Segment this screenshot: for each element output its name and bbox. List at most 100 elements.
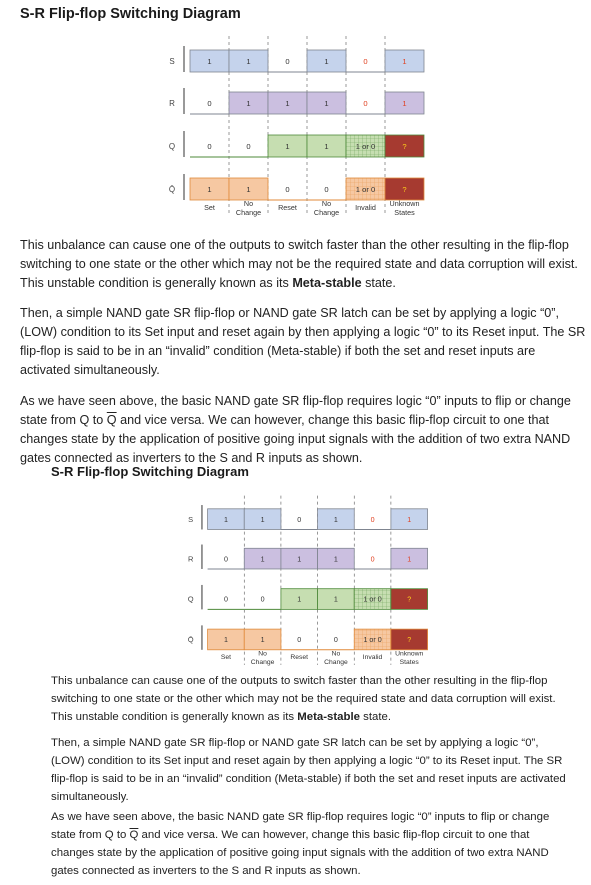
column-label: Set — [204, 203, 215, 212]
signal-value: 1 — [297, 555, 301, 563]
meta-stable-term: Meta-stable — [297, 711, 360, 723]
column-label: Change — [324, 659, 348, 666]
signal-cell-high — [317, 547, 355, 570]
signal-value: 1 or 0 — [356, 142, 375, 151]
signal-cell-high — [243, 628, 282, 651]
signal-cell-high — [384, 177, 425, 201]
signal-value: 0 — [285, 57, 289, 66]
signal-value: 0 — [363, 57, 367, 66]
section-title: S-R Flip-flop Switching Diagram — [51, 464, 249, 479]
switching-diagram: S 1 1 0 1 0 1 R 0 1 1 1 0 1 Q 0 0 1 1 1 or 0 ? Q̄ 1 1 0 0 1 or 0 ? S… — [188, 495, 428, 666]
paragraph-meta-stable: This unbalance can cause one of the outp… — [20, 238, 578, 290]
column-label: States — [394, 208, 415, 217]
signal-cell-high — [384, 134, 425, 158]
signal-value: 1 — [324, 57, 328, 66]
signal-value: 1 — [407, 555, 411, 563]
signal-value: 1 — [297, 596, 301, 604]
signal-value: 1 — [246, 57, 250, 66]
signal-label: Q̄ — [188, 635, 194, 644]
signal-value: 1 — [402, 99, 406, 108]
signal-value: 0 — [363, 99, 367, 108]
signal-value: 1 — [261, 555, 265, 563]
signal-value: 1 — [285, 142, 289, 151]
signal-cell-high — [384, 49, 425, 73]
signal-label: Q — [188, 595, 194, 604]
signal-label: Q — [169, 142, 175, 151]
signal-label: S — [188, 515, 193, 524]
switching-diagram: S 1 1 0 1 0 1 R 0 1 1 1 0 1 Q 0 0 1 1 1 or 0 ? Q̄ 1 1 0 0 1 or 0 ? S… — [169, 36, 425, 217]
signal-value: ? — [402, 142, 406, 151]
signal-value: 1 or 0 — [356, 185, 375, 194]
signal-value: 0 — [224, 596, 228, 604]
signal-value: 0 — [285, 185, 289, 194]
signal-value: 1 — [261, 516, 265, 524]
signal-value: 0 — [371, 516, 375, 524]
signal-value: 1 — [207, 185, 211, 194]
signal-value: 0 — [261, 596, 265, 604]
signal-value: 1 — [324, 99, 328, 108]
signal-value: 1 — [334, 516, 338, 524]
signal-label: R — [169, 99, 175, 108]
signal-value: 0 — [297, 516, 301, 524]
column-label: No — [244, 199, 253, 208]
signal-value: 1 — [324, 142, 328, 151]
section-title: S-R Flip-flop Switching Diagram — [20, 6, 241, 22]
signal-value: 1 — [407, 516, 411, 524]
signal-value: ? — [407, 636, 411, 644]
column-label: Set — [221, 654, 231, 661]
column-label: Invalid — [355, 203, 376, 212]
signal-label: S — [169, 57, 174, 66]
signal-value: 0 — [207, 142, 211, 151]
signal-value: ? — [407, 596, 411, 604]
column-label: Change — [314, 208, 339, 217]
column-label: States — [400, 659, 420, 666]
paragraph-nand-latch: Then, a simple NAND gate SR flip-flop or… — [20, 306, 586, 377]
column-label: No — [322, 199, 331, 208]
signal-value: 1 — [334, 596, 338, 604]
column-label: No — [332, 650, 341, 657]
column-label: Reset — [278, 203, 297, 212]
column-label: Invalid — [363, 654, 383, 661]
signal-cell-high — [228, 177, 269, 201]
signal-cell-high — [384, 91, 425, 115]
signal-value: 0 — [371, 555, 375, 563]
paragraph-meta-stable: This unbalance can cause one of the outp… — [51, 675, 556, 723]
signal-label: Q̄ — [169, 185, 175, 194]
signal-value: 1 — [402, 57, 406, 66]
signal-value: 0 — [334, 636, 338, 644]
signal-cell-high — [390, 588, 428, 610]
signal-value: 0 — [246, 142, 250, 151]
signal-value: 1 — [261, 636, 265, 644]
signal-cell-high — [306, 49, 347, 73]
signal-value: 1 — [224, 516, 228, 524]
signal-cell-high — [390, 508, 428, 530]
signal-value: 1 — [246, 185, 250, 194]
signal-label: R — [188, 554, 194, 563]
signal-value: 0 — [324, 185, 328, 194]
column-label: Unknown — [395, 650, 423, 657]
signal-value: 1 — [207, 57, 211, 66]
signal-cell-high — [228, 49, 269, 73]
signal-value: 0 — [297, 636, 301, 644]
column-label: Unknown — [390, 199, 420, 208]
column-label: Change — [236, 208, 261, 217]
signal-value: 1 — [246, 99, 250, 108]
paragraph-nand-inputs: As we have seen above, the basic NAND ga… — [20, 394, 571, 465]
signal-value: 1 — [285, 99, 289, 108]
signal-value: 1 — [334, 555, 338, 563]
column-label: Reset — [290, 654, 308, 661]
signal-value: 0 — [224, 555, 228, 563]
meta-stable-term: Meta-stable — [292, 276, 362, 290]
signal-value: 1 or 0 — [363, 596, 381, 604]
signal-cell-high — [317, 508, 355, 530]
column-label: Change — [251, 659, 275, 666]
signal-value: ? — [402, 185, 406, 194]
paragraph-nand-latch: Then, a simple NAND gate SR flip-flop or… — [51, 737, 566, 803]
signal-value: 1 — [224, 636, 228, 644]
signal-cell-high — [243, 508, 282, 530]
signal-cell-high — [390, 628, 428, 651]
signal-cell-high — [390, 547, 428, 570]
signal-cell-high — [306, 91, 347, 115]
column-label: No — [258, 650, 267, 657]
paragraph-nand-inputs: As we have seen above, the basic NAND ga… — [51, 811, 550, 877]
